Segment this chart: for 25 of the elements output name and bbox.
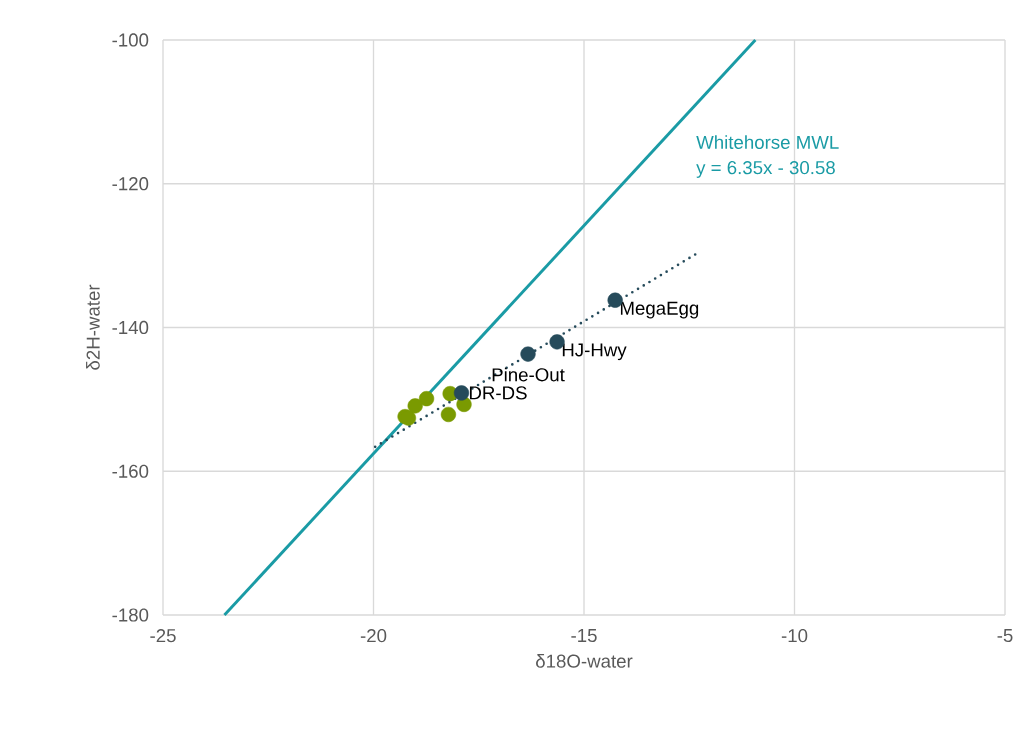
- series-label: Whitehorse MWL: [696, 135, 839, 149]
- x-tick-label: -20: [360, 629, 387, 643]
- y-tick-label: -100: [112, 33, 149, 47]
- x-tick-label: -25: [150, 629, 176, 643]
- point: [407, 398, 423, 414]
- y-axis-title: δ2H-water: [86, 284, 100, 370]
- point: [520, 346, 536, 362]
- annotation: HJ-Hwy: [562, 343, 627, 361]
- y-tick-label: -120: [112, 177, 149, 191]
- annotation: DR-DS: [469, 386, 527, 400]
- y-tick-label: -140: [112, 320, 149, 335]
- x-tick-label: -5: [997, 629, 1013, 643]
- point: [607, 292, 623, 308]
- annotation: y = 6.35x - 30.58: [696, 161, 835, 178]
- x-tick-label: -10: [781, 629, 808, 643]
- point: [440, 406, 457, 423]
- point: [418, 391, 435, 407]
- annotation: Pine-Out: [492, 367, 565, 382]
- x-tick-label: -15: [571, 629, 597, 643]
- annotation: MegaEgg: [620, 301, 699, 319]
- y-tick-label: -160: [112, 464, 149, 478]
- y-tick-label: -180: [112, 608, 149, 622]
- x-axis-title: δ18O-water: [536, 654, 633, 668]
- point: [453, 385, 470, 401]
- point: [549, 334, 565, 350]
